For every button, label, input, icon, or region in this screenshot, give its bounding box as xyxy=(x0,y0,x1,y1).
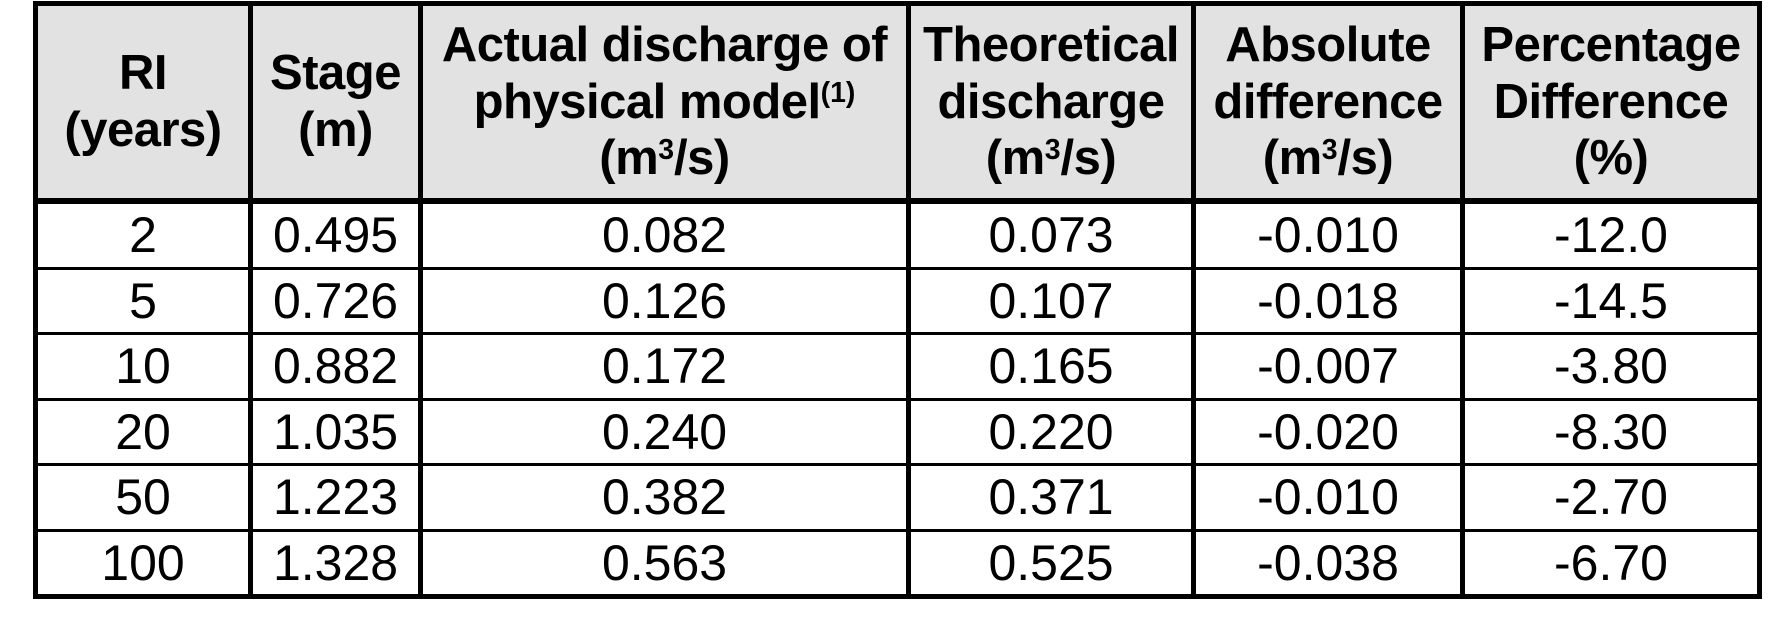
cell-r3-c2: 0.240 xyxy=(418,397,911,466)
header-text: Actual discharge of xyxy=(441,17,888,72)
header-superscript: 3 xyxy=(1044,133,1061,166)
header-line: Theoretical xyxy=(915,17,1187,74)
header-line: Actual discharge of xyxy=(427,17,902,74)
cell-r0-c1: 0.495 xyxy=(248,199,423,270)
header-text: Stage xyxy=(270,46,401,101)
header-text: discharge xyxy=(937,74,1165,129)
data-table: RI (years) Stage (m) Actual discharge of phys… xyxy=(33,1,1762,599)
header-text: Difference xyxy=(1493,74,1729,129)
header-text: /s) xyxy=(674,131,730,186)
cell-r2-c4: -0.007 xyxy=(1191,332,1465,401)
header-text: RI xyxy=(119,46,168,101)
cell-r4-c0: 50 xyxy=(33,463,253,532)
cell-r3-c1: 1.035 xyxy=(248,397,423,466)
header-text: (m) xyxy=(298,103,373,157)
cell-r3-c0: 20 xyxy=(33,397,253,466)
cell-r4-c2: 0.382 xyxy=(418,463,911,532)
header-line: (m3/s) xyxy=(915,130,1187,187)
cell-r0-c4: -0.010 xyxy=(1191,199,1465,270)
column-header-actual-discharge: Actual discharge of physical model(1) (m3/… xyxy=(418,1,911,204)
cell-r5-c3: 0.525 xyxy=(906,528,1196,599)
header-line: Difference xyxy=(1469,74,1753,131)
header-line: discharge xyxy=(915,74,1187,131)
cell-r3-c4: -0.020 xyxy=(1191,397,1465,466)
header-text: /s) xyxy=(1060,131,1117,186)
cell-r5-c2: 0.563 xyxy=(418,528,911,599)
cell-r4-c3: 0.371 xyxy=(906,463,1196,532)
cell-r2-c3: 0.165 xyxy=(906,332,1196,401)
header-line: difference xyxy=(1200,74,1456,131)
cell-r3-c3: 0.220 xyxy=(906,397,1196,466)
header-superscript: 3 xyxy=(658,133,674,166)
cell-r5-c1: 1.328 xyxy=(248,528,423,599)
table-row-4: 50 1.223 0.382 0.371 -0.010 -2.70 xyxy=(33,463,1762,532)
discharge-comparison-table: RI (years) Stage (m) Actual discharge of phys… xyxy=(33,1,1762,599)
header-line: Absolute xyxy=(1200,17,1456,74)
cell-r0-c0: 2 xyxy=(33,199,253,270)
table-row-3: 20 1.035 0.240 0.220 -0.020 -8.30 xyxy=(33,397,1762,466)
header-line: physical model(1) xyxy=(427,74,902,131)
cell-r2-c0: 10 xyxy=(33,332,253,401)
cell-r1-c0: 5 xyxy=(33,266,253,335)
column-header-theoretical-discharge: Theoretical discharge (m3/s) xyxy=(906,1,1196,204)
cell-r1-c4: -0.018 xyxy=(1191,266,1465,335)
header-line: (%) xyxy=(1469,130,1753,187)
table-row-0: 2 0.495 0.082 0.073 -0.010 -12.0 xyxy=(33,199,1762,270)
header-text: (%) xyxy=(1573,131,1649,186)
header-text: Percentage xyxy=(1481,17,1741,72)
header-text: (m xyxy=(985,131,1045,186)
cell-r1-c2: 0.126 xyxy=(418,266,911,335)
header-text: Absolute xyxy=(1225,17,1431,72)
cell-r4-c5: -2.70 xyxy=(1460,463,1762,532)
header-superscript: (1) xyxy=(820,76,856,109)
header-row: RI (years) Stage (m) Actual discharge of phys… xyxy=(33,1,1762,204)
column-header-ri: RI (years) xyxy=(33,1,253,204)
cell-r5-c0: 100 xyxy=(33,528,253,599)
header-line: Percentage xyxy=(1469,17,1753,74)
cell-r4-c1: 1.223 xyxy=(248,463,423,532)
cell-r5-c5: -6.70 xyxy=(1460,528,1762,599)
table-row-5: 100 1.328 0.563 0.525 -0.038 -6.70 xyxy=(33,528,1762,599)
header-line: (m3/s) xyxy=(1200,130,1456,187)
header-superscript: 3 xyxy=(1321,133,1338,166)
header-text: Theoretical xyxy=(923,17,1179,72)
cell-r2-c1: 0.882 xyxy=(248,332,423,401)
header-text: (m xyxy=(599,131,659,186)
header-text: difference xyxy=(1213,74,1443,129)
table-body: 2 0.495 0.082 0.073 -0.010 -12.0 5 0.726 0.126 0.… xyxy=(33,199,1762,599)
header-line: RI xyxy=(42,45,244,102)
header-line: Stage xyxy=(257,45,414,102)
cell-r0-c5: -12.0 xyxy=(1460,199,1762,270)
header-text: physical model xyxy=(473,74,822,129)
header-line: (m3/s) xyxy=(427,130,902,187)
cell-r1-c5: -14.5 xyxy=(1460,266,1762,335)
table-row-2: 10 0.882 0.172 0.165 -0.007 -3.80 xyxy=(33,332,1762,401)
cell-r4-c4: -0.010 xyxy=(1191,463,1465,532)
header-line: (years) xyxy=(42,102,244,159)
header-text: (years) xyxy=(64,103,222,157)
cell-r1-c1: 0.726 xyxy=(248,266,423,335)
cell-r2-c5: -3.80 xyxy=(1460,332,1762,401)
table-header: RI (years) Stage (m) Actual discharge of phys… xyxy=(33,1,1762,204)
cell-r2-c2: 0.172 xyxy=(418,332,911,401)
header-text: (m xyxy=(1262,131,1322,186)
column-header-stage: Stage (m) xyxy=(248,1,423,204)
cell-r3-c5: -8.30 xyxy=(1460,397,1762,466)
column-header-percentage-difference: Percentage Difference (%) xyxy=(1460,1,1762,204)
cell-r1-c3: 0.107 xyxy=(906,266,1196,335)
table-row-1: 5 0.726 0.126 0.107 -0.018 -14.5 xyxy=(33,266,1762,335)
cell-r5-c4: -0.038 xyxy=(1191,528,1465,599)
cell-r0-c2: 0.082 xyxy=(418,199,911,270)
header-line: (m) xyxy=(257,102,414,159)
cell-r0-c3: 0.073 xyxy=(906,199,1196,270)
header-text: /s) xyxy=(1337,131,1394,186)
column-header-absolute-difference: Absolute difference (m3/s) xyxy=(1191,1,1465,204)
